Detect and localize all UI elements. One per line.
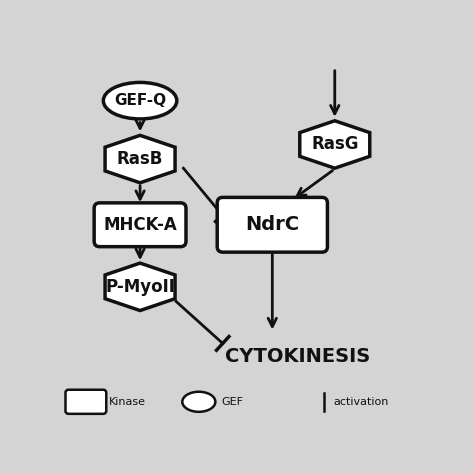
Text: GEF: GEF xyxy=(221,397,243,407)
Text: MHCK-A: MHCK-A xyxy=(103,216,177,234)
Text: RasG: RasG xyxy=(311,136,358,154)
Text: activation: activation xyxy=(333,397,388,407)
Polygon shape xyxy=(300,121,370,168)
Polygon shape xyxy=(105,136,175,183)
Polygon shape xyxy=(105,263,175,310)
FancyBboxPatch shape xyxy=(217,197,328,252)
FancyBboxPatch shape xyxy=(65,390,106,414)
Text: GEF-Q: GEF-Q xyxy=(114,93,166,108)
Ellipse shape xyxy=(182,392,215,412)
Text: P-MyoII: P-MyoII xyxy=(105,278,175,296)
Text: NdrC: NdrC xyxy=(245,215,300,234)
Text: Kinase: Kinase xyxy=(109,397,146,407)
Ellipse shape xyxy=(103,82,177,119)
Text: RasB: RasB xyxy=(117,150,163,168)
FancyBboxPatch shape xyxy=(94,203,186,246)
Text: CYTOKINESIS: CYTOKINESIS xyxy=(226,346,371,365)
